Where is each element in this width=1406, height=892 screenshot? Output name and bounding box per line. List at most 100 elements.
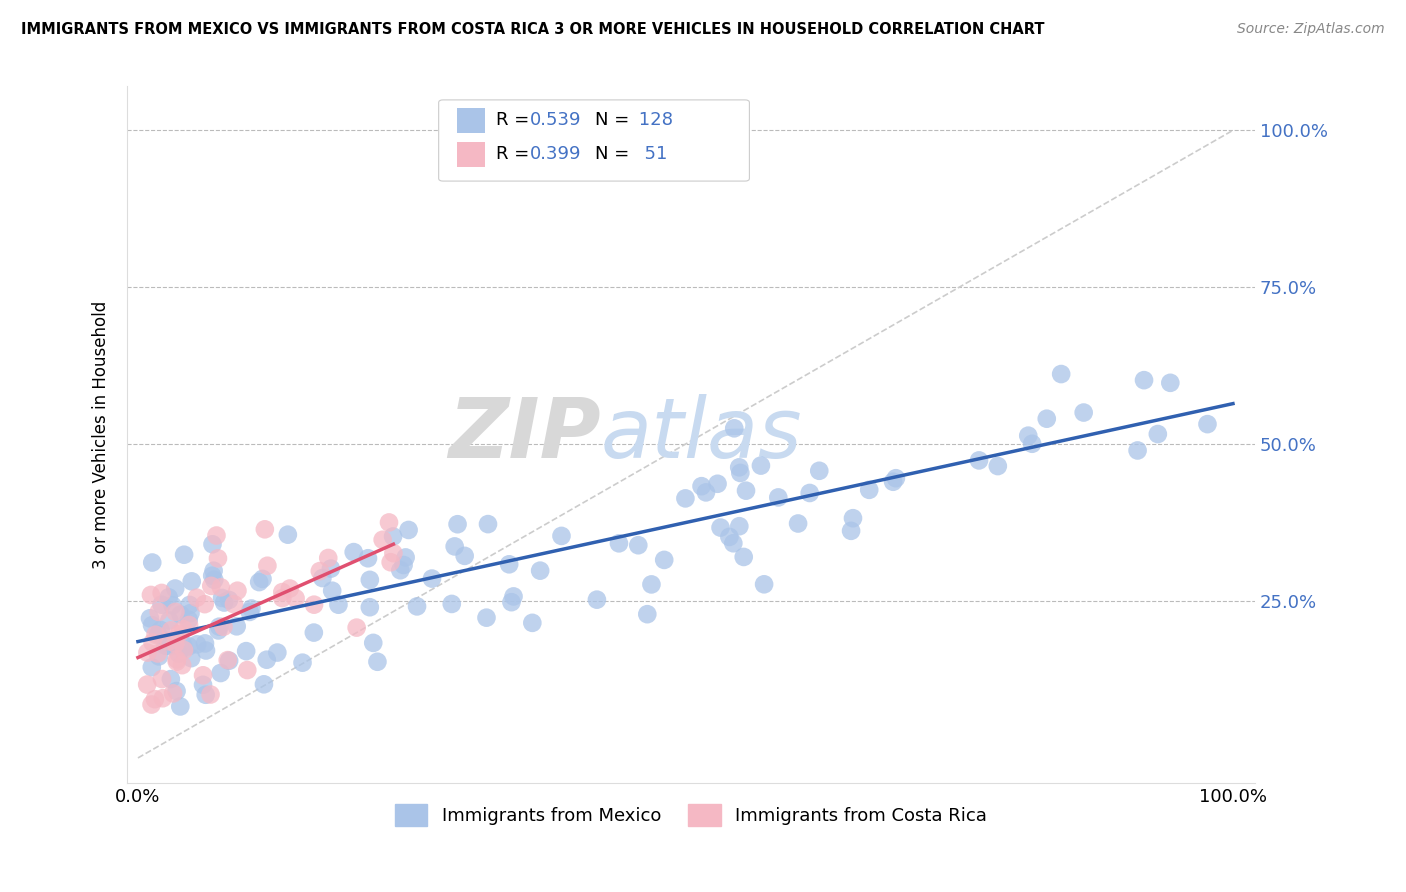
Point [194, 688, 217, 702]
Point [150, 586, 173, 600]
Point [446, 517, 468, 532]
Point [167, 626, 190, 640]
Y-axis label: 3 or more Vehicles in Household: 3 or more Vehicles in Household [93, 301, 110, 569]
Text: R =: R = [496, 112, 536, 129]
Point [346, 621, 368, 635]
Point [319, 561, 342, 575]
Point [735, 483, 758, 498]
Point [799, 486, 821, 500]
Point [271, 585, 294, 599]
Point [252, 572, 274, 586]
Point [195, 643, 218, 657]
Point [842, 511, 865, 525]
Point [728, 519, 751, 533]
Point [162, 686, 184, 700]
Text: Source: ZipAtlas.com: Source: ZipAtlas.com [1237, 22, 1385, 37]
Point [165, 637, 187, 651]
Point [477, 517, 499, 532]
Point [1050, 367, 1073, 381]
Point [225, 619, 247, 633]
Point [222, 597, 245, 611]
Point [406, 599, 429, 614]
Point [200, 688, 222, 702]
Point [808, 464, 831, 478]
Point [1035, 411, 1057, 425]
Point [316, 551, 339, 566]
Point [157, 634, 180, 648]
Point [440, 597, 463, 611]
Point [366, 655, 388, 669]
Point [148, 649, 170, 664]
Text: 128: 128 [633, 112, 672, 129]
Point [208, 620, 231, 634]
Point [157, 591, 180, 605]
Point [157, 634, 180, 648]
Point [139, 588, 162, 602]
Point [186, 637, 208, 651]
Point [728, 460, 751, 475]
Point [1197, 417, 1219, 431]
Text: 0.539: 0.539 [530, 112, 582, 129]
Point [191, 678, 214, 692]
Point [1133, 373, 1156, 387]
Point [502, 590, 524, 604]
Point [357, 551, 380, 566]
Point [191, 668, 214, 682]
Point [180, 606, 202, 620]
Point [718, 530, 741, 544]
Point [1017, 428, 1039, 442]
Point [235, 644, 257, 658]
Point [695, 485, 717, 500]
Point [382, 529, 405, 543]
Point [207, 551, 229, 566]
Point [211, 591, 233, 605]
Point [378, 516, 401, 530]
Point [194, 597, 217, 611]
Point [166, 684, 188, 698]
Point [359, 573, 381, 587]
Point [839, 524, 862, 538]
Point [311, 571, 333, 585]
Point [1126, 443, 1149, 458]
Point [652, 553, 675, 567]
Point [218, 593, 240, 607]
Point [148, 605, 170, 619]
Point [167, 647, 190, 661]
Point [148, 627, 170, 641]
Point [550, 529, 572, 543]
Point [172, 622, 194, 636]
Point [271, 591, 294, 605]
Point [607, 536, 630, 550]
Point [150, 598, 173, 612]
Text: R =: R = [496, 145, 536, 163]
Point [730, 466, 752, 480]
Point [382, 546, 405, 560]
Point [256, 558, 278, 573]
Legend: Immigrants from Mexico, Immigrants from Costa Rica: Immigrants from Mexico, Immigrants from … [388, 797, 994, 833]
Point [1073, 405, 1095, 419]
Point [179, 598, 201, 612]
Point [139, 611, 162, 625]
Point [749, 458, 772, 473]
Point [522, 615, 544, 630]
Point [247, 575, 270, 590]
Text: 0.399: 0.399 [530, 145, 582, 163]
Point [443, 540, 465, 554]
Point [218, 654, 240, 668]
Point [160, 624, 183, 638]
Point [284, 591, 307, 606]
Point [226, 583, 249, 598]
Point [706, 476, 728, 491]
Point [172, 638, 194, 652]
Text: 51: 51 [633, 145, 666, 163]
Point [205, 528, 228, 542]
Point [239, 605, 262, 619]
Point [212, 595, 235, 609]
Point [141, 618, 163, 632]
Point [177, 640, 200, 654]
Point [266, 646, 288, 660]
Point [277, 527, 299, 541]
Text: N =: N = [595, 145, 628, 163]
Point [723, 536, 745, 550]
Point [207, 624, 229, 638]
